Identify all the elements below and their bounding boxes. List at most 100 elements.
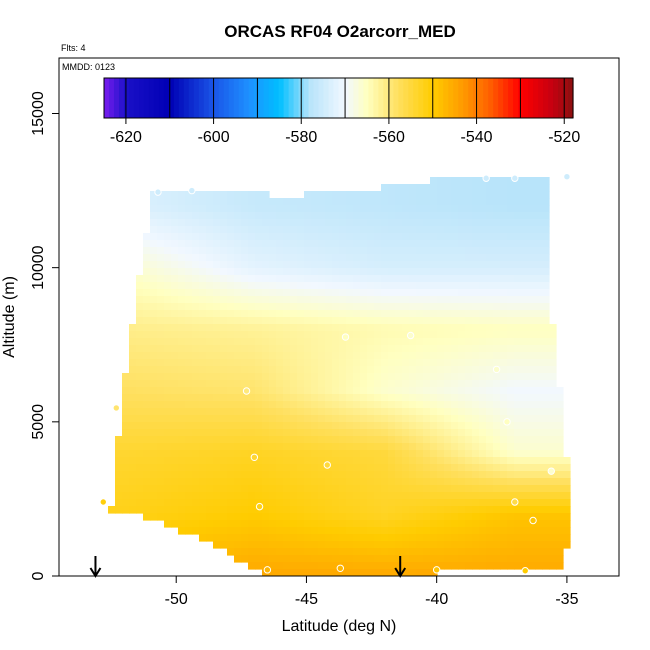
heatmap-cell — [360, 478, 368, 486]
heatmap-cell — [143, 401, 151, 409]
heatmap-cell — [262, 485, 270, 493]
heatmap-cell — [241, 506, 249, 514]
heatmap-cell — [262, 457, 270, 465]
heatmap-cell — [486, 520, 494, 528]
heatmap-cell — [171, 457, 179, 465]
heatmap-cell — [416, 471, 424, 479]
heatmap-cell — [556, 401, 564, 409]
heatmap-cell — [430, 261, 438, 269]
colorbar-swatch — [318, 78, 325, 118]
heatmap-cell — [353, 359, 361, 367]
colorbar-swatch — [463, 78, 469, 118]
heatmap-cell — [206, 289, 214, 297]
heatmap-cell — [381, 562, 389, 570]
heatmap-cell — [129, 387, 137, 395]
heatmap-cell — [269, 331, 277, 339]
heatmap-cell — [283, 415, 291, 423]
heatmap-cell — [465, 324, 473, 332]
heatmap-cell — [507, 282, 515, 290]
heatmap-cell — [451, 548, 459, 556]
heatmap-cell — [346, 478, 354, 486]
heatmap-cell — [465, 541, 473, 549]
heatmap-cell — [507, 338, 515, 346]
heatmap-cell — [409, 415, 417, 423]
heatmap-cell — [171, 394, 179, 402]
heatmap-cell — [458, 541, 466, 549]
heatmap-cell — [444, 338, 452, 346]
heatmap-cell — [325, 436, 333, 444]
heatmap-cell — [458, 345, 466, 353]
heatmap-cell — [437, 324, 445, 332]
colorbar-swatch — [563, 78, 569, 118]
heatmap-cell — [150, 212, 158, 220]
heatmap-cell — [227, 541, 235, 549]
heatmap-cell — [276, 317, 284, 325]
heatmap-cell — [122, 429, 130, 437]
heatmap-cell — [388, 429, 396, 437]
heatmap-cell — [507, 177, 515, 185]
heatmap-cell — [409, 555, 417, 563]
heatmap-cell — [178, 527, 186, 535]
heatmap-cell — [367, 555, 375, 563]
heatmap-cell — [472, 436, 480, 444]
heatmap-cell — [178, 429, 186, 437]
heatmap-cell — [241, 380, 249, 388]
heatmap-cell — [346, 457, 354, 465]
heatmap-cell — [514, 296, 522, 304]
heatmap-cell — [528, 184, 536, 192]
heatmap-cell — [164, 191, 172, 199]
heatmap-cell — [304, 317, 312, 325]
heatmap-cell — [465, 429, 473, 437]
heatmap-cell — [542, 191, 550, 199]
heatmap-cell — [514, 198, 522, 206]
heatmap-cell — [227, 506, 235, 514]
heatmap-cell — [220, 499, 228, 507]
heatmap-cell — [528, 373, 536, 381]
heatmap-cell — [500, 443, 508, 451]
heatmap-cell — [171, 254, 179, 262]
heatmap-cell — [423, 366, 431, 374]
heatmap-cell — [465, 548, 473, 556]
heatmap-cell — [374, 205, 382, 213]
heatmap-cell — [276, 408, 284, 416]
heatmap-cell — [486, 429, 494, 437]
heatmap-cell — [521, 317, 529, 325]
heatmap-cell — [318, 506, 326, 514]
heatmap-cell — [283, 380, 291, 388]
heatmap-cell — [458, 184, 466, 192]
heatmap-cell — [325, 478, 333, 486]
heatmap-cell — [479, 310, 487, 318]
heatmap-cell — [255, 233, 263, 241]
heatmap-cell — [297, 275, 305, 283]
heatmap-cell — [444, 352, 452, 360]
heatmap-cell — [381, 254, 389, 262]
heatmap-cell — [437, 254, 445, 262]
heatmap-cell — [192, 415, 200, 423]
heatmap-cell — [311, 548, 319, 556]
heatmap-cell — [311, 534, 319, 542]
colorbar-swatch — [338, 78, 345, 118]
heatmap-cell — [122, 506, 130, 514]
heatmap-cell — [269, 401, 277, 409]
heatmap-cell — [430, 520, 438, 528]
heatmap-cell — [171, 191, 179, 199]
heatmap-cell — [374, 380, 382, 388]
heatmap-cell — [311, 345, 319, 353]
heatmap-cell — [304, 191, 312, 199]
heatmap-cell — [269, 562, 277, 570]
heatmap-cell — [472, 289, 480, 297]
heatmap-cell — [395, 506, 403, 514]
heatmap-cell — [192, 464, 200, 472]
heatmap-cell — [388, 478, 396, 486]
heatmap-cell — [374, 506, 382, 514]
heatmap-cell — [360, 534, 368, 542]
heatmap-cell — [185, 471, 193, 479]
heatmap-cell — [325, 520, 333, 528]
heatmap-cell — [472, 345, 480, 353]
heatmap-cell — [479, 380, 487, 388]
heatmap-cell — [157, 436, 165, 444]
heatmap-cell — [486, 548, 494, 556]
heatmap-cell — [388, 317, 396, 325]
heatmap-cell — [241, 499, 249, 507]
heatmap-cell — [507, 198, 515, 206]
